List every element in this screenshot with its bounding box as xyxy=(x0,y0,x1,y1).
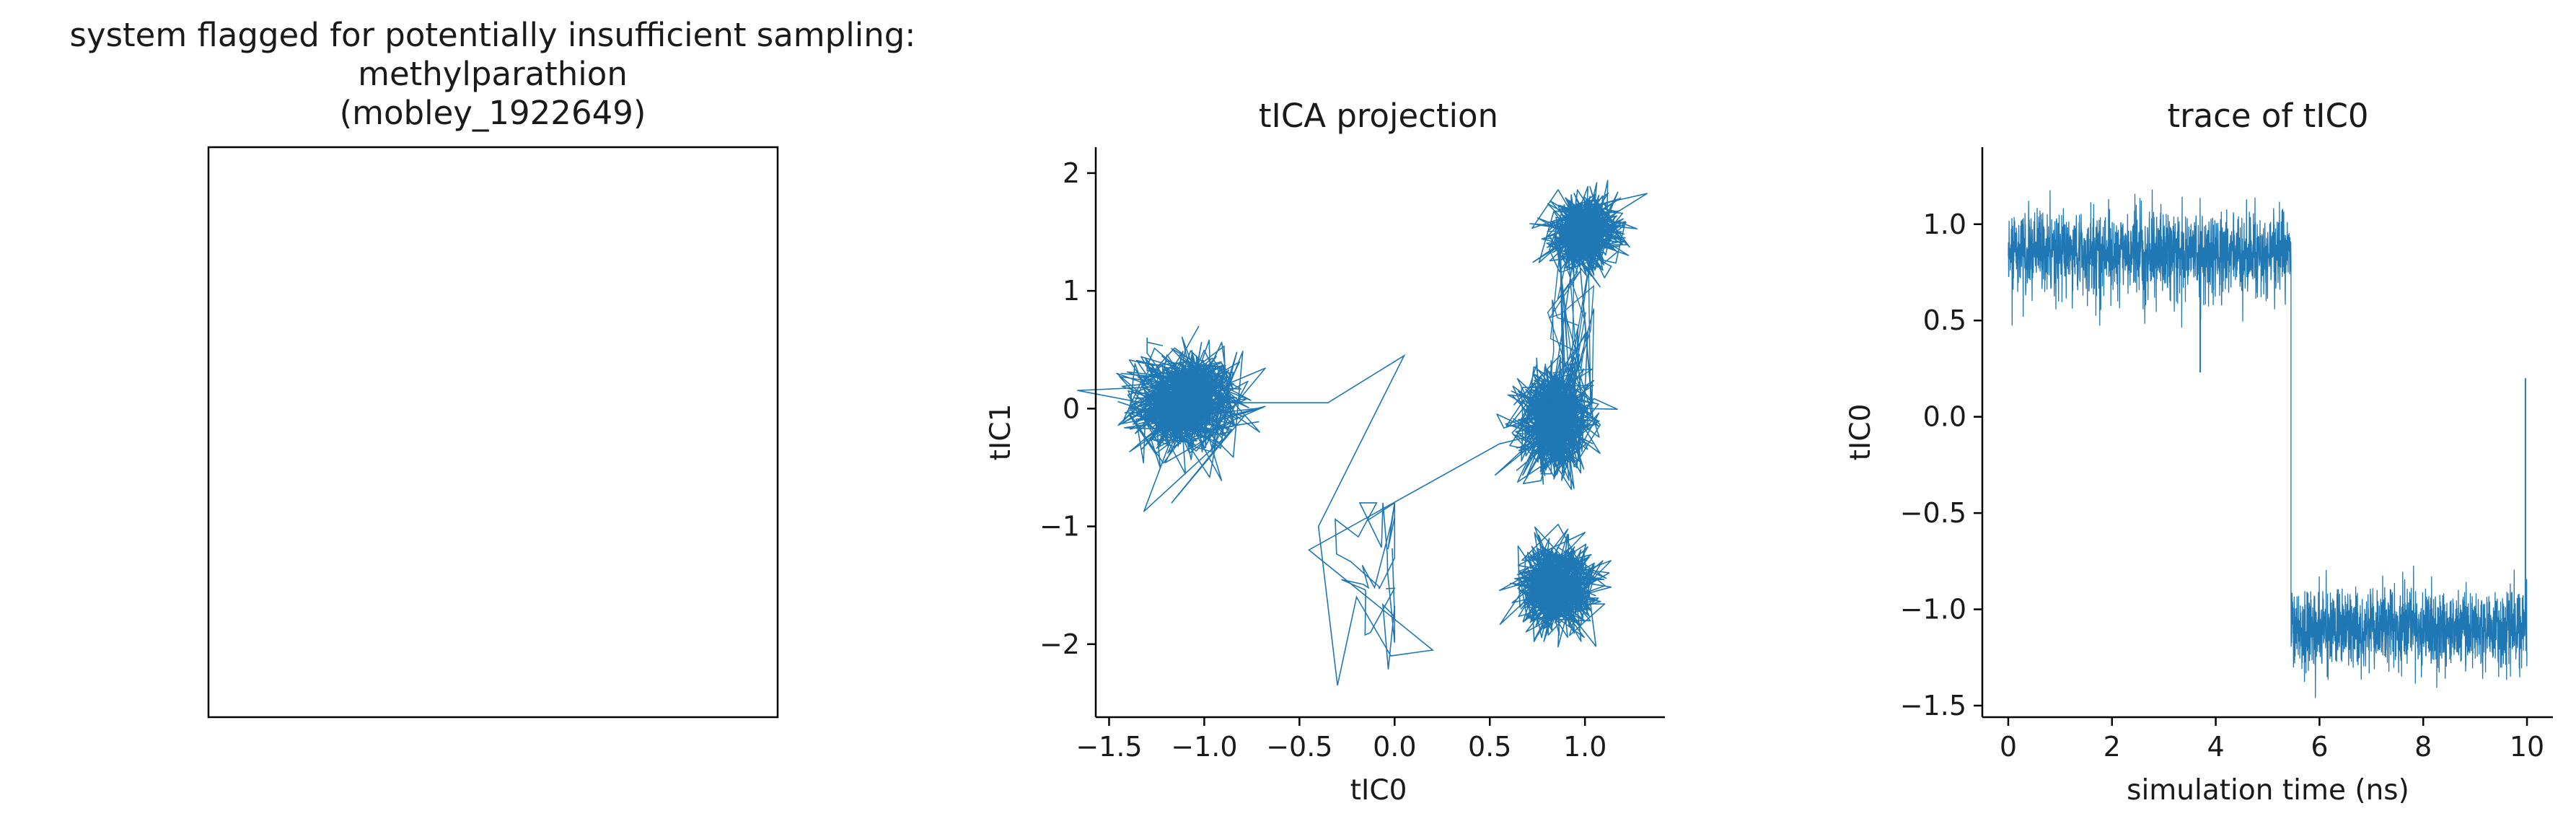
trace-x-axis-label: simulation time (ns) xyxy=(2127,774,2409,807)
tica-cluster-2 xyxy=(1498,523,1612,648)
trace-y-tick-label: 0.0 xyxy=(1923,401,1966,433)
tica-y-tick-label: −2 xyxy=(1039,628,1080,660)
tica-marks xyxy=(1077,180,1648,686)
tica-cluster-0 xyxy=(1077,336,1266,512)
trace-x-tick-label: 2 xyxy=(2104,731,2121,763)
tica-y-tick-label: 1 xyxy=(1063,275,1080,307)
trace-x-ticks: 0 2 4 6 8 10 xyxy=(2000,717,2544,763)
tica-y-tick-label: 0 xyxy=(1063,392,1080,424)
trace-y-ticks: −1.5 −1.0 −0.5 0.0 0.5 1.0 xyxy=(1900,209,1982,721)
tica-excursion-wander xyxy=(1335,501,1396,670)
tica-title: tICA projection xyxy=(1259,97,1498,135)
trace-y-axis-label: tIC0 xyxy=(1845,404,1877,461)
trace-x-tick-label: 6 xyxy=(2311,731,2328,763)
trace-y-tick-label: 0.5 xyxy=(1923,304,1966,336)
trace-marks xyxy=(2008,189,2528,698)
panel-tic0-trace: trace of tIC0 0 2 4 6 8 10 −1.5 −1.0 −0.5 0.0 0.5… xyxy=(1845,97,2553,807)
trace-x-tick-label: 0 xyxy=(2000,731,2017,763)
trace-title: trace of tIC0 xyxy=(2167,97,2368,135)
trace-y-tick-label: 1.0 xyxy=(1923,209,1966,240)
tica-y-tick-label: 2 xyxy=(1063,157,1080,189)
panel-tica-projection: tICA projection −1.5 −1.0 −0.5 0.0 0.5 1.0 −2… xyxy=(985,97,1665,807)
trace-y-tick-label: −1.0 xyxy=(1900,594,1966,626)
tica-y-tick-label: −1 xyxy=(1039,511,1080,543)
tica-x-tick-label: −1.0 xyxy=(1171,731,1237,763)
tica-x-tick-label: 1.0 xyxy=(1563,731,1606,763)
tica-y-ticks: −2 −1 0 1 2 xyxy=(1039,157,1096,660)
panel-flag-title-line-3: (mobley_1922649) xyxy=(340,94,646,132)
tica-x-tick-label: 0.5 xyxy=(1468,731,1511,763)
tica-cluster-3 xyxy=(1529,180,1648,288)
trace-series-line xyxy=(2008,189,2528,698)
tica-transition-strands xyxy=(1547,232,1595,418)
panel-flag-title-line-2: methylparathion xyxy=(358,55,628,93)
tica-excursion-upper xyxy=(1146,325,1200,374)
tica-y-axis-label: tIC1 xyxy=(985,404,1017,461)
tica-x-tick-label: 0.0 xyxy=(1373,731,1416,763)
tica-x-tick-label: −1.5 xyxy=(1076,731,1142,763)
trace-y-tick-label: −0.5 xyxy=(1900,497,1966,529)
trace-x-tick-label: 10 xyxy=(2510,731,2544,763)
tica-x-ticks: −1.5 −1.0 −0.5 0.0 0.5 1.0 xyxy=(1076,717,1606,763)
panel-flag-empty-frame xyxy=(207,146,779,719)
trace-x-tick-label: 8 xyxy=(2414,731,2432,763)
panel-flag: system flagged for potentially insuffici… xyxy=(70,16,916,719)
trace-x-tick-label: 4 xyxy=(2207,731,2224,763)
panel-flag-title-line-1: system flagged for potentially insuffici… xyxy=(70,16,916,54)
trace-y-tick-label: −1.5 xyxy=(1900,690,1966,721)
tica-x-axis-label: tIC0 xyxy=(1350,774,1407,807)
tica-cluster-1 xyxy=(1495,330,1618,491)
tica-x-tick-label: −0.5 xyxy=(1266,731,1332,763)
